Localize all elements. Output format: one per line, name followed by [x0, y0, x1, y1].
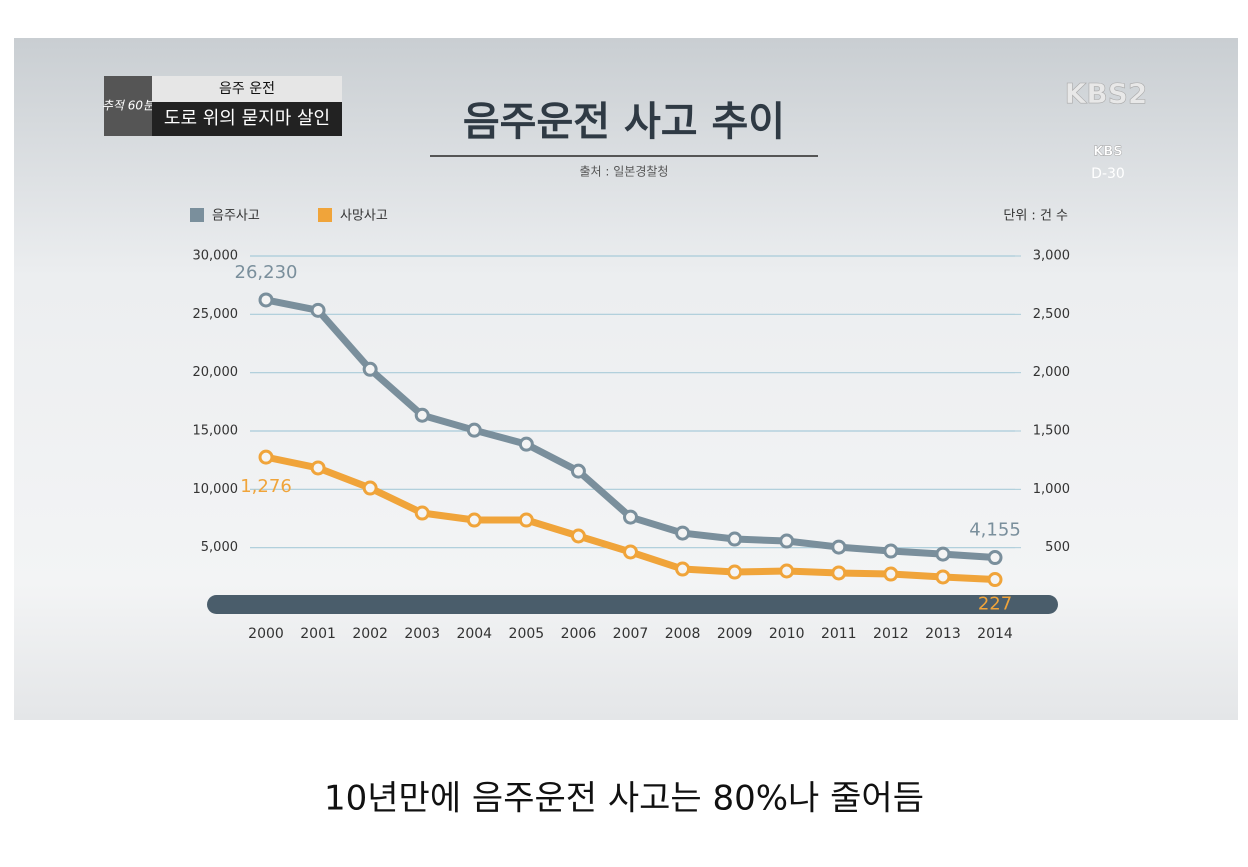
- y2-tick-label: 2,000: [1033, 365, 1070, 380]
- base-bar: [207, 595, 1058, 614]
- x-tick-label: 2001: [300, 626, 336, 642]
- point: [310, 460, 326, 476]
- legend-swatch: [190, 208, 204, 222]
- point: [727, 531, 743, 547]
- point: [831, 565, 847, 581]
- legend-swatch: [318, 208, 332, 222]
- point: [258, 292, 274, 308]
- y2-tick-label: 1,000: [1033, 482, 1070, 497]
- y2-tick-label: 3,000: [1033, 249, 1070, 264]
- point: [935, 546, 951, 562]
- legend-label: 사망사고: [340, 209, 388, 224]
- point: [987, 572, 1003, 588]
- x-tick-label: 2009: [717, 626, 753, 642]
- campaign-logo: KBS: [1093, 145, 1122, 160]
- x-tick-label: 2010: [769, 626, 805, 642]
- value-label: 4,155: [969, 520, 1021, 541]
- x-tick-label: 2011: [821, 626, 857, 642]
- point: [466, 512, 482, 528]
- point: [362, 480, 378, 496]
- x-tick-label: 2012: [873, 626, 909, 642]
- y-tick-label: 20,000: [193, 365, 239, 380]
- topic-box: [152, 76, 342, 102]
- point: [987, 550, 1003, 566]
- headline: 도로 위의 묻지마 살인: [164, 108, 330, 129]
- point: [362, 361, 378, 377]
- point: [935, 569, 951, 585]
- channel-logo: KBS2: [1065, 77, 1148, 110]
- point: [518, 436, 534, 452]
- legend-label: 음주사고: [212, 209, 260, 224]
- point: [831, 539, 847, 555]
- y2-tick-label: 1,500: [1033, 424, 1070, 439]
- y2-tick-label: 500: [1045, 540, 1070, 555]
- x-tick-label: 2006: [561, 626, 597, 642]
- point: [623, 509, 638, 525]
- point: [675, 525, 691, 541]
- x-tick-label: 2005: [509, 626, 545, 642]
- y-tick-label: 10,000: [193, 482, 239, 497]
- y-tick-label: 25,000: [193, 307, 239, 322]
- x-tick-label: 2013: [925, 626, 961, 642]
- point: [883, 543, 899, 559]
- point: [883, 566, 899, 582]
- y-tick-label: 15,000: [193, 424, 239, 439]
- badge: [104, 76, 152, 136]
- x-tick-label: 2000: [248, 626, 284, 642]
- x-tick-label: 2003: [404, 626, 440, 642]
- point: [779, 563, 795, 579]
- point: [466, 422, 482, 438]
- point: [310, 302, 326, 318]
- point: [518, 512, 534, 528]
- x-tick-label: 2014: [977, 626, 1013, 642]
- point: [414, 505, 430, 521]
- value-label: 1,276: [240, 476, 292, 497]
- y-tick-label: 30,000: [193, 249, 239, 264]
- chart-title: 음주운전 사고 추이: [463, 99, 785, 145]
- point: [727, 564, 743, 580]
- point: [414, 407, 430, 423]
- countdown: D-30: [1091, 166, 1125, 182]
- point: [779, 533, 795, 549]
- point: [623, 544, 638, 560]
- y2-tick-label: 2,500: [1033, 307, 1070, 322]
- point: [675, 561, 691, 577]
- point: [570, 528, 586, 544]
- x-tick-label: 2008: [665, 626, 701, 642]
- x-tick-label: 2002: [352, 626, 388, 642]
- x-tick-label: 2007: [613, 626, 649, 642]
- point: [570, 463, 586, 479]
- value-label: 26,230: [235, 262, 298, 283]
- x-tick-label: 2004: [456, 626, 492, 642]
- headline-box: [152, 102, 342, 136]
- topic: 음주 운전: [219, 81, 275, 97]
- point: [258, 449, 274, 465]
- y-tick-label: 5,000: [201, 540, 238, 555]
- caption: 10년만에 음주운전 사고는 80%나 줄어듬: [324, 779, 924, 819]
- value-label: 227: [978, 594, 1012, 615]
- unit-note: 단위 : 건 수: [1003, 209, 1068, 224]
- subtitle: 출처 : 일본경찰청: [580, 165, 669, 179]
- badge-text: 추적 60분: [102, 99, 155, 113]
